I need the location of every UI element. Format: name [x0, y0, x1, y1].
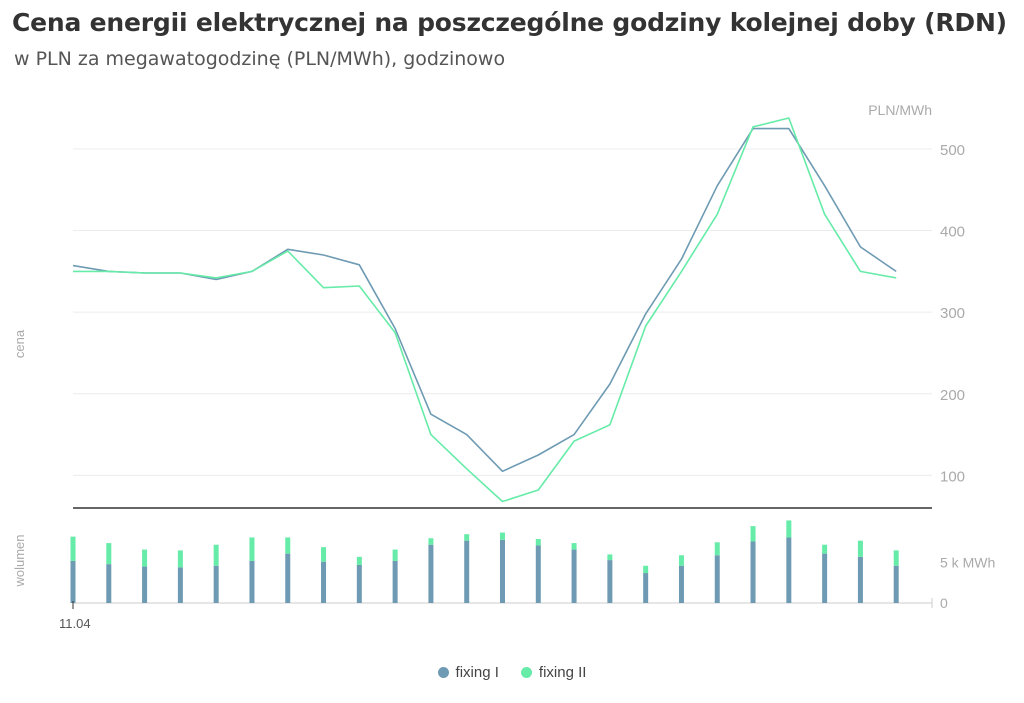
volume-bar-fixing-2 [177, 550, 183, 568]
volume-bar-fixing-2 [857, 540, 863, 557]
volume-tick-label: 5 k MWh [940, 555, 995, 571]
volume-bar-fixing-2 [893, 550, 899, 566]
y-tick-label: 200 [940, 387, 965, 404]
legend-swatch-fixing-2 [520, 667, 532, 678]
volume-bar-fixing-1 [822, 553, 828, 603]
y-axis-label-volume: wolumen [12, 534, 27, 587]
volume-bar-fixing-2 [571, 543, 577, 550]
volume-bar-fixing-1 [643, 573, 649, 603]
y-tick-label: 500 [940, 142, 965, 159]
volume-bar-fixing-2 [392, 549, 398, 561]
volume-bar-fixing-2 [822, 544, 828, 554]
volume-bar-fixing-2 [213, 544, 219, 566]
volume-bar-fixing-1 [750, 541, 756, 603]
volume-bar-fixing-2 [428, 538, 434, 545]
legend-label-fixing-1: fixing I [455, 664, 499, 681]
volume-bar-fixing-2 [106, 543, 112, 565]
volume-bar-fixing-1 [893, 565, 899, 603]
volume-tick-label: 0 [940, 595, 948, 611]
volume-bar-fixing-2 [285, 537, 291, 554]
volume-bar-fixing-1 [142, 566, 148, 603]
volume-bar-fixing-1 [607, 560, 613, 603]
volume-bar-fixing-2 [70, 536, 76, 561]
legend-label-fixing-2: fixing II [538, 664, 587, 681]
volume-bar-fixing-2 [142, 549, 148, 567]
volume-bar-fixing-1 [714, 555, 720, 603]
volume-bar-fixing-1 [857, 556, 863, 603]
volume-bar-fixing-2 [321, 547, 327, 562]
x-tick-label: 11.04 [59, 616, 91, 631]
volume-bar-fixing-2 [607, 554, 613, 561]
volume-bar-fixing-1 [213, 565, 219, 603]
volume-bar-fixing-1 [285, 553, 291, 603]
volume-bar-fixing-2 [249, 537, 255, 561]
y-tick-label: 100 [940, 468, 965, 485]
legend-item-fixing-1[interactable]: fixing I [437, 664, 499, 681]
volume-bar-fixing-1 [177, 567, 183, 603]
chart-legend: fixing I fixing II [0, 664, 1024, 681]
volume-bar-fixing-1 [356, 564, 362, 603]
volume-bar-fixing-1 [106, 564, 112, 603]
chart-subtitle: w PLN za megawatogodzinę (PLN/MWh), godz… [14, 48, 506, 70]
volume-bar-fixing-2 [535, 539, 541, 546]
volume-bar-fixing-2 [678, 555, 684, 566]
volume-bar-fixing-1 [678, 565, 684, 603]
chart-title: Cena energii elektrycznej na poszczególn… [12, 8, 1007, 37]
volume-bar-fixing-1 [571, 549, 577, 603]
volume-bar-fixing-1 [249, 560, 255, 603]
legend-swatch-fixing-1 [437, 667, 449, 678]
volume-bar-fixing-2 [464, 534, 470, 541]
volume-bar-fixing-1 [500, 539, 505, 603]
volume-bar-fixing-1 [428, 544, 434, 603]
y-unit-label: PLN/MWh [868, 102, 932, 118]
volume-bar-fixing-1 [321, 561, 327, 603]
y-axis-label-price: cena [12, 329, 27, 358]
volume-bar-fixing-2 [500, 532, 505, 540]
volume-bar-fixing-2 [356, 556, 362, 565]
series-line-fixing-2 [73, 117, 897, 503]
volume-bar-fixing-1 [786, 537, 792, 603]
volume-bar-fixing-1 [535, 545, 541, 603]
volume-bar-fixing-1 [392, 560, 398, 603]
y-tick-label: 400 [940, 224, 965, 241]
volume-bar-fixing-2 [786, 520, 792, 538]
volume-bar-fixing-1 [464, 540, 470, 603]
series-line-fixing-1 [72, 127, 897, 473]
volume-bar-fixing-2 [643, 565, 649, 574]
volume-bar-fixing-1 [70, 560, 76, 603]
volume-bar-fixing-2 [750, 526, 756, 542]
volume-bar-fixing-2 [714, 542, 720, 556]
y-tick-label: 300 [940, 305, 965, 322]
legend-item-fixing-2[interactable]: fixing II [520, 664, 587, 681]
